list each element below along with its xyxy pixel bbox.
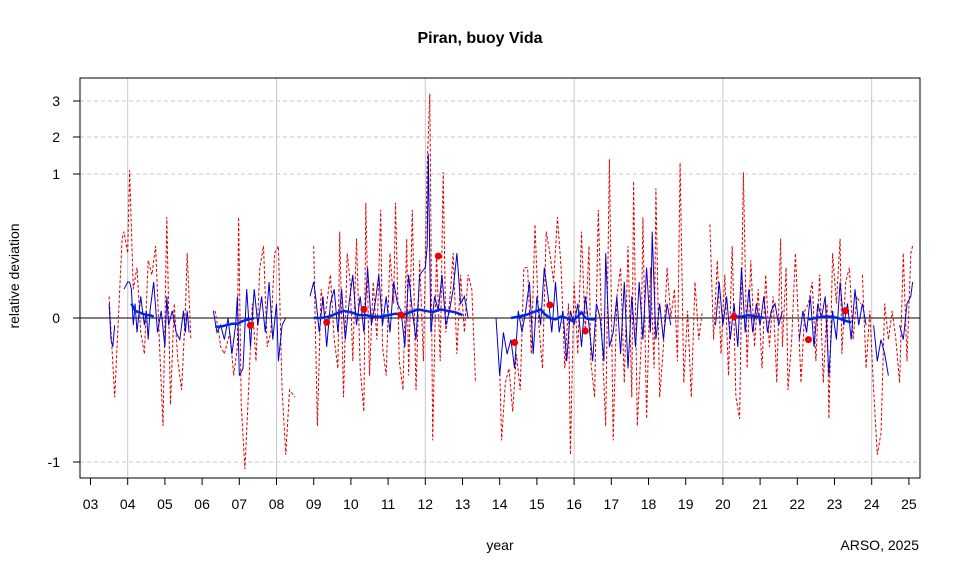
y-tick-label: -1 bbox=[48, 454, 61, 470]
annual-point bbox=[842, 307, 850, 315]
smoothed-series-line bbox=[734, 313, 765, 320]
x-tick-label: 20 bbox=[715, 496, 731, 512]
x-axis: 03 04 05 06 07 08 09 10 11 12 13 14 15 16 17 18 19 20 21 22… bbox=[83, 478, 917, 512]
annual-point bbox=[246, 321, 254, 329]
daily-series-line bbox=[873, 325, 889, 376]
monthly-series-layer bbox=[108, 93, 914, 470]
x-tick-label: 08 bbox=[269, 496, 285, 512]
x-tick-label: 22 bbox=[790, 496, 806, 512]
x-tick-label: 03 bbox=[83, 496, 99, 512]
y-axis: -1 0 1 2 3 bbox=[48, 93, 80, 470]
x-tick-label: 18 bbox=[641, 496, 657, 512]
chart-title: Piran, buoy Vida bbox=[417, 30, 543, 47]
x-tick-label: 04 bbox=[120, 496, 136, 512]
y-axis-label: relative deviation bbox=[6, 223, 22, 329]
annual-point bbox=[804, 336, 812, 344]
plot-frame bbox=[79, 77, 921, 479]
annual-point bbox=[511, 338, 519, 346]
x-tick-label: 17 bbox=[604, 496, 620, 512]
daily-series-line bbox=[123, 281, 190, 347]
monthly-series-line bbox=[499, 159, 703, 455]
annual-point bbox=[730, 313, 738, 321]
y-tick-label: 3 bbox=[52, 93, 60, 109]
x-tick-label: 13 bbox=[455, 496, 471, 512]
credit-label: ARSO, 2025 bbox=[840, 537, 919, 553]
x-tick-label: 09 bbox=[306, 496, 322, 512]
smoothed-series-layer bbox=[130, 303, 852, 328]
monthly-series-line bbox=[313, 93, 476, 441]
x-tick-label: 11 bbox=[381, 496, 396, 512]
daily-series-layer bbox=[108, 153, 914, 376]
y-tick-label: 2 bbox=[52, 129, 60, 145]
x-tick-label: 14 bbox=[492, 496, 508, 512]
monthly-series-line bbox=[108, 170, 192, 427]
annual-points-layer bbox=[246, 252, 850, 346]
x-tick-label: 23 bbox=[827, 496, 843, 512]
smoothed-series-line bbox=[215, 316, 255, 328]
x-tick-label: 16 bbox=[566, 496, 582, 512]
daily-series-line bbox=[309, 153, 469, 347]
annual-point bbox=[360, 305, 368, 313]
grid-layer bbox=[80, 78, 920, 478]
x-tick-label: 24 bbox=[864, 496, 880, 512]
x-tick-label: 06 bbox=[194, 496, 210, 512]
smoothed-series-line bbox=[313, 308, 463, 320]
monthly-series-line bbox=[861, 245, 914, 455]
smoothed-series-line bbox=[808, 315, 852, 324]
daily-series-line bbox=[715, 267, 783, 347]
annual-point bbox=[581, 327, 589, 335]
daily-series-line bbox=[798, 281, 867, 376]
smoothed-series-line bbox=[510, 308, 597, 323]
x-tick-label: 12 bbox=[418, 496, 434, 512]
daily-series-line bbox=[108, 303, 116, 347]
x-tick-label: 10 bbox=[343, 496, 359, 512]
x-tick-label: 19 bbox=[678, 496, 694, 512]
y-tick-label: 0 bbox=[52, 310, 60, 326]
x-tick-label: 25 bbox=[901, 496, 917, 512]
daily-series-line bbox=[212, 281, 287, 376]
daily-series-line bbox=[899, 281, 914, 340]
x-tick-label: 05 bbox=[157, 496, 173, 512]
x-tick-label: 21 bbox=[752, 496, 768, 512]
x-tick-label: 07 bbox=[232, 496, 248, 512]
annual-point bbox=[323, 318, 331, 326]
smoothed-series-line bbox=[130, 303, 155, 318]
x-tick-label: 15 bbox=[529, 496, 545, 512]
monthly-series-line bbox=[214, 217, 296, 470]
annual-point bbox=[397, 311, 405, 319]
x-axis-label: year bbox=[486, 537, 514, 553]
annual-point bbox=[546, 301, 554, 309]
daily-series-line bbox=[495, 231, 672, 376]
monthly-series-line bbox=[709, 172, 861, 419]
y-tick-label: 1 bbox=[52, 166, 60, 182]
annual-point bbox=[434, 252, 442, 260]
